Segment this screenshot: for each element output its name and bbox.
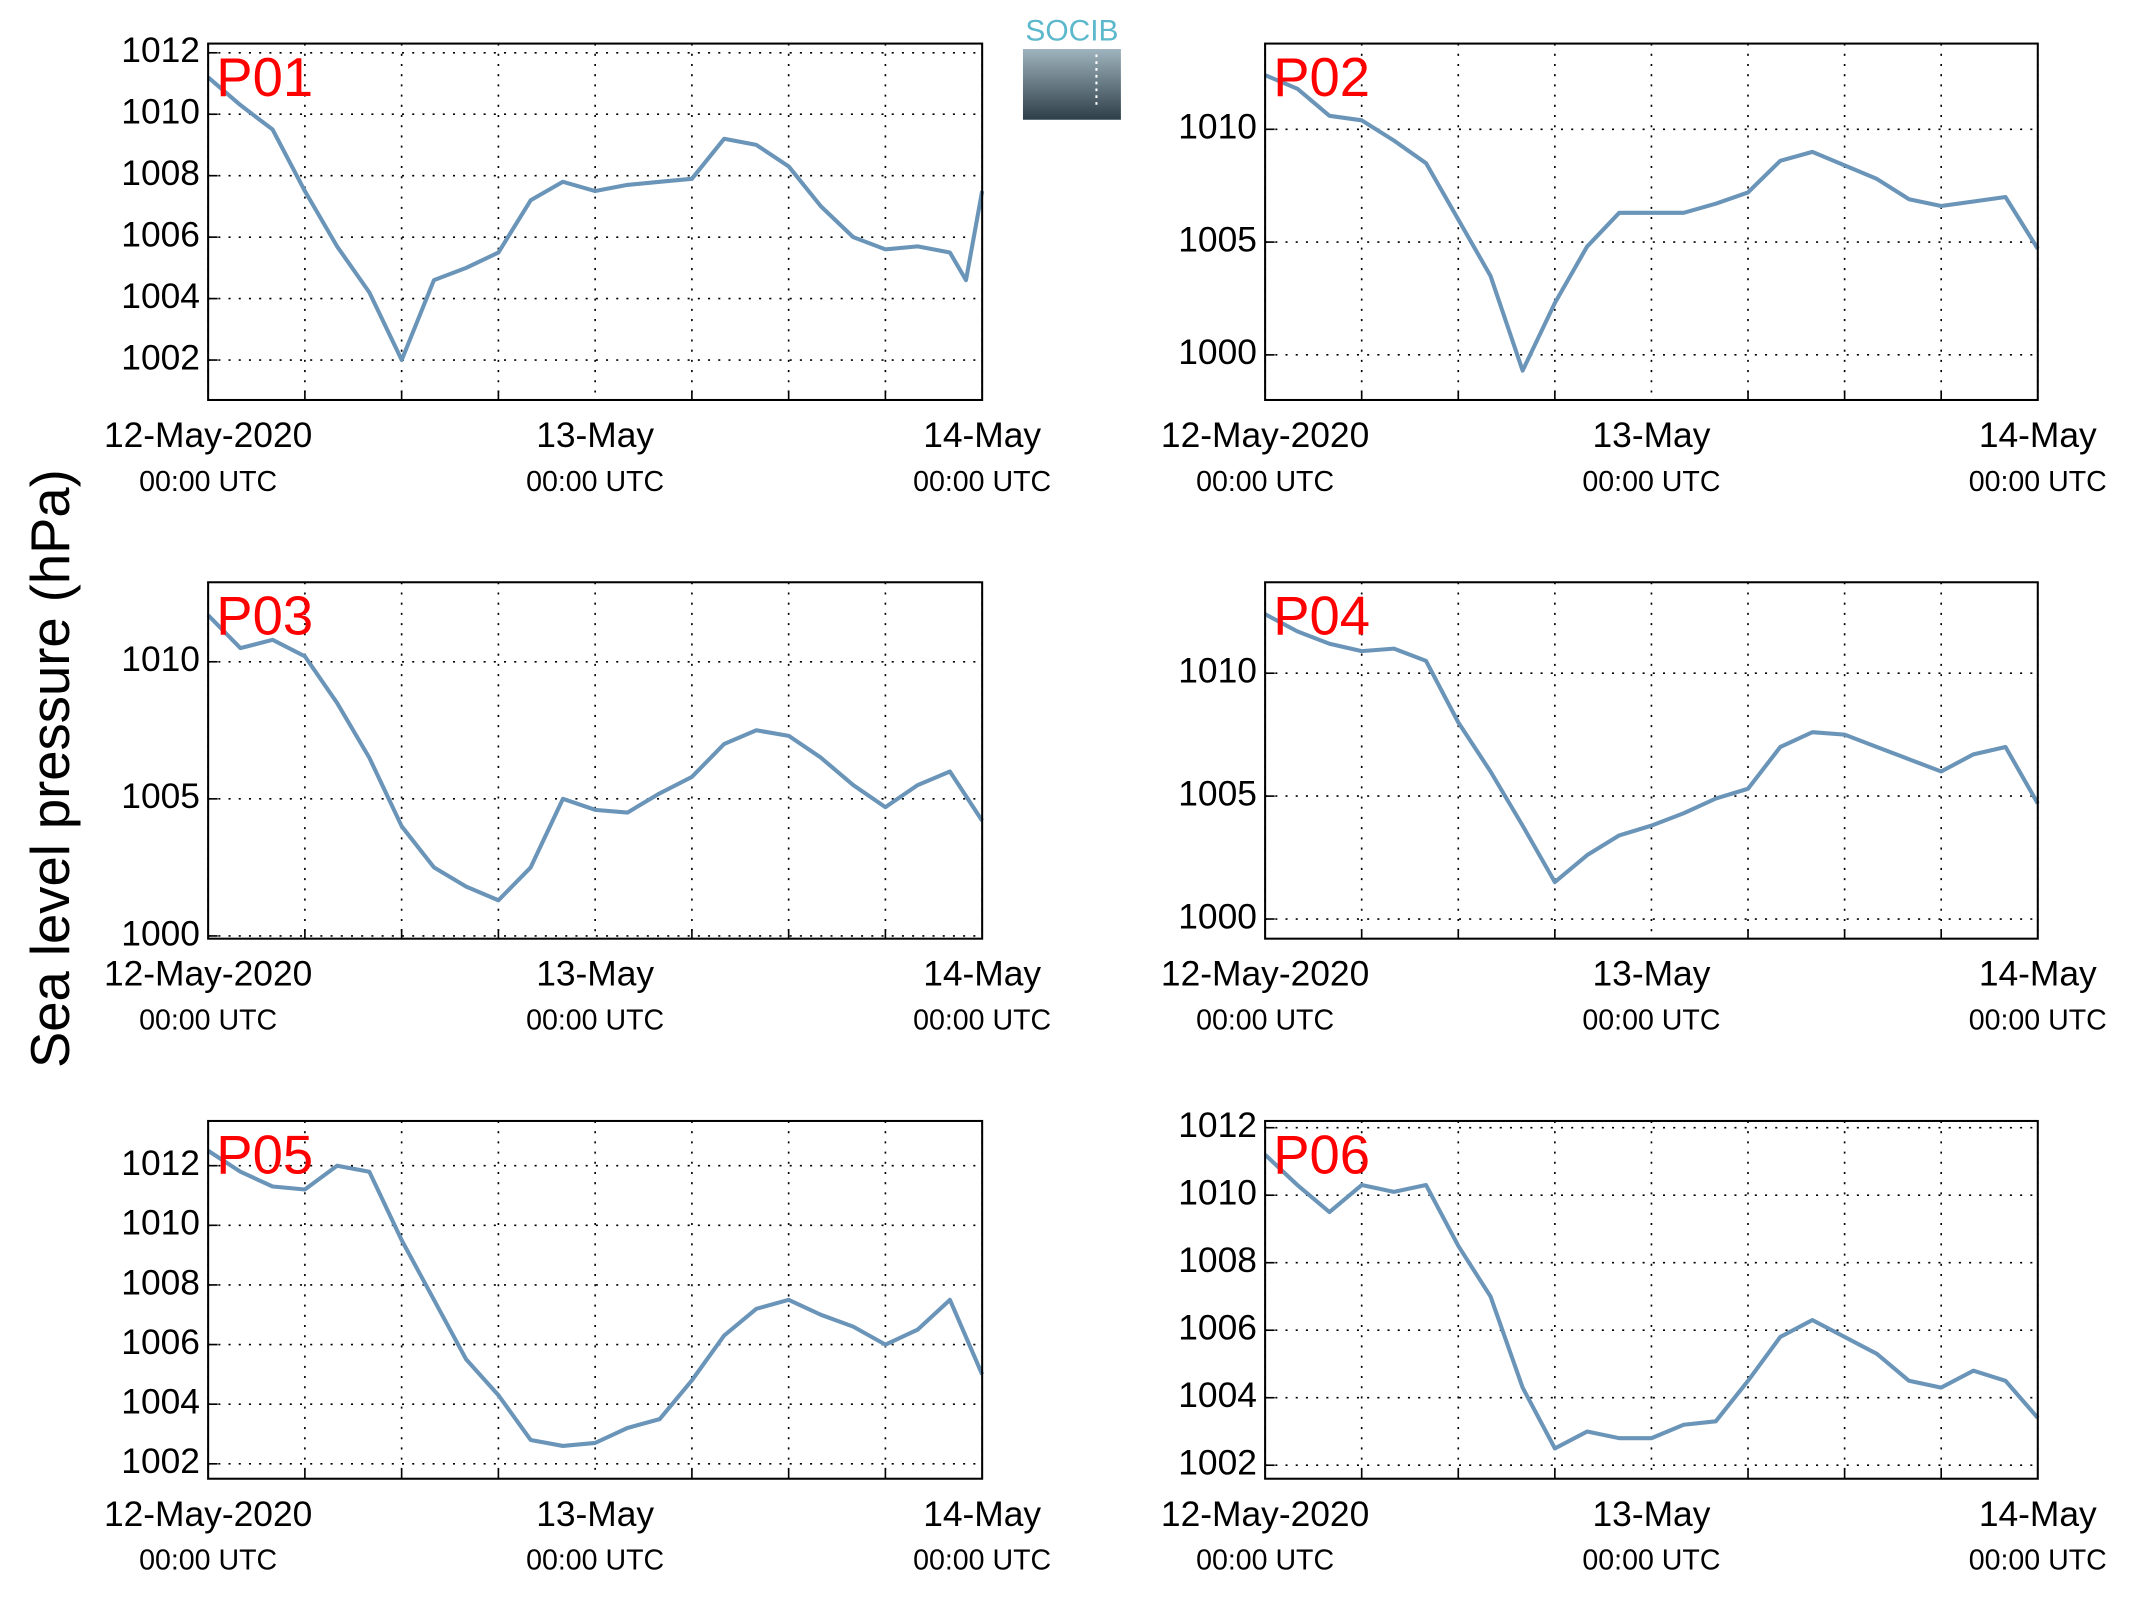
pressure-line: [1263, 1153, 2040, 1451]
x-tick-label: 14-May 00:00 UTC: [1969, 1495, 2107, 1576]
y-tick-label: 1008: [1178, 1241, 1257, 1280]
x-tick-label: 13-May 00:00 UTC: [526, 1495, 664, 1576]
y-tick-label: 1008: [121, 154, 200, 193]
y-tick-label: 1010: [1178, 108, 1257, 147]
x-tick-label: 13-May 00:00 UTC: [526, 416, 664, 497]
y-tick-label: 1000: [1178, 333, 1257, 372]
x-tick-label: 13-May 00:00 UTC: [526, 955, 664, 1036]
y-tick-label: 1012: [1178, 1106, 1257, 1145]
panel-label: P05: [216, 1124, 313, 1185]
y-tick-label: 1006: [1178, 1309, 1257, 1348]
x-tick-label: 13-May 00:00 UTC: [1582, 416, 1720, 497]
x-tick-label: 14-May 00:00 UTC: [913, 1495, 1051, 1576]
y-tick-label: 1010: [1178, 1174, 1257, 1213]
x-tick-label: 12-May-2020 00:00 UTC: [104, 955, 312, 1036]
y-axis-label: Sea level pressure (hPa): [20, 469, 81, 1068]
axes-box: [207, 42, 984, 402]
y-tick-label: 1002: [1178, 1444, 1257, 1483]
logo: SOCIB: [1022, 15, 1121, 120]
x-tick-label: 14-May 00:00 UTC: [913, 416, 1051, 497]
x-tick-label: 14-May 00:00 UTC: [1969, 416, 2107, 497]
axes-box: [1264, 42, 2039, 402]
pressure-line: [206, 75, 985, 363]
y-tick-label: 1002: [121, 338, 200, 377]
x-tick-label: 14-May 00:00 UTC: [913, 955, 1051, 1036]
y-tick-label: 1004: [121, 1383, 200, 1422]
y-tick-label: 1000: [1178, 897, 1257, 936]
x-tick-label: 12-May-2020 00:00 UTC: [104, 416, 312, 497]
y-tick-label: 1010: [121, 1204, 200, 1243]
panel-label: P03: [216, 586, 313, 647]
axes-box: [207, 581, 984, 940]
x-tick-label: 14-May 00:00 UTC: [1969, 955, 2107, 1036]
y-tick-label: 1000: [121, 914, 200, 953]
x-tick-label: 12-May-2020 00:00 UTC: [1161, 1495, 1369, 1576]
y-tick-label: 1005: [1178, 220, 1257, 259]
y-tick-label: 1002: [121, 1442, 200, 1481]
axes-box: [1264, 581, 2039, 940]
y-tick-label: 1005: [1178, 774, 1257, 813]
y-tick-label: 1006: [121, 1323, 200, 1362]
x-tick-label: 12-May-2020 00:00 UTC: [1161, 955, 1369, 1036]
y-tick-label: 1004: [121, 277, 200, 316]
x-tick-label: 13-May 00:00 UTC: [1582, 1495, 1720, 1576]
y-tick-label: 1010: [121, 640, 200, 679]
axes-box: [207, 1119, 984, 1480]
pressure-line: [206, 613, 984, 903]
y-tick-label: 1012: [121, 1144, 200, 1183]
y-tick-label: 1004: [1178, 1376, 1257, 1415]
x-tick-label: 13-May 00:00 UTC: [1582, 955, 1720, 1036]
y-tick-label: 1006: [121, 215, 200, 254]
logo-text: SOCIB: [1025, 15, 1118, 48]
y-tick-label: 1010: [121, 93, 200, 132]
panel-label: P04: [1273, 586, 1370, 647]
axes-box: [1264, 1119, 2039, 1480]
pressure-line: [207, 1149, 985, 1448]
logo-box: [1022, 49, 1121, 120]
panel-label: P06: [1273, 1124, 1370, 1185]
y-tick-label: 1012: [121, 31, 200, 70]
x-tick-label: 12-May-2020 00:00 UTC: [1161, 416, 1369, 497]
pressure-line: [1264, 612, 2040, 885]
panel-label: P01: [216, 47, 313, 108]
y-tick-label: 1005: [121, 777, 200, 816]
y-tick-label: 1010: [1178, 652, 1257, 691]
pressure-line: [1264, 73, 2040, 373]
x-tick-label: 12-May-2020 00:00 UTC: [104, 1495, 312, 1576]
y-tick-label: 1008: [121, 1263, 200, 1302]
panel-label: P02: [1273, 47, 1370, 108]
